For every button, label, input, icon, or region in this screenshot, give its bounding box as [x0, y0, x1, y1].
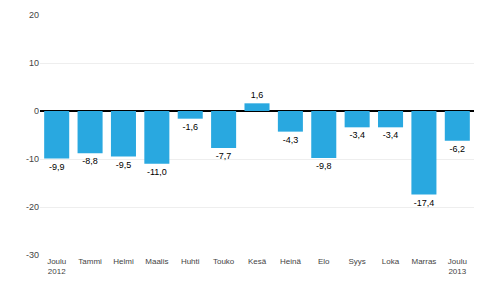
svg-text:-3,4: -3,4 — [349, 130, 365, 140]
svg-text:-17,4: -17,4 — [414, 198, 435, 208]
svg-text:Touko: Touko — [213, 257, 235, 266]
svg-text:Marras: Marras — [411, 257, 436, 266]
svg-text:Joulu2012: Joulu2012 — [47, 257, 66, 276]
svg-text:Helmi: Helmi — [113, 257, 134, 266]
svg-text:-20: -20 — [26, 202, 39, 212]
svg-text:-4,3: -4,3 — [283, 135, 299, 145]
svg-text:Tammi: Tammi — [78, 257, 102, 266]
svg-text:-8,8: -8,8 — [82, 156, 98, 166]
svg-text:Elo: Elo — [318, 257, 330, 266]
svg-text:Syys: Syys — [348, 257, 365, 266]
svg-text:-3,4: -3,4 — [383, 130, 399, 140]
svg-text:-1,6: -1,6 — [182, 122, 198, 132]
svg-text:Huhti: Huhti — [181, 257, 200, 266]
svg-text:Heinä: Heinä — [280, 257, 301, 266]
svg-text:1,6: 1,6 — [251, 90, 264, 100]
svg-text:-9,9: -9,9 — [49, 162, 65, 172]
svg-text:-10: -10 — [26, 154, 39, 164]
svg-text:-9,5: -9,5 — [116, 160, 132, 170]
svg-text:-30: -30 — [26, 250, 39, 260]
svg-text:Loka: Loka — [382, 257, 400, 266]
svg-text:-6,2: -6,2 — [450, 144, 466, 154]
svg-text:-9,8: -9,8 — [316, 161, 332, 171]
svg-text:Kesä: Kesä — [248, 257, 267, 266]
svg-text:-7,7: -7,7 — [216, 151, 232, 161]
svg-text:Maalis: Maalis — [145, 257, 168, 266]
svg-text:10: 10 — [29, 58, 39, 68]
svg-text:20: 20 — [29, 10, 39, 20]
svg-text:Joulu2013: Joulu2013 — [448, 257, 467, 276]
svg-text:-11,0: -11,0 — [147, 167, 167, 177]
svg-text:0: 0 — [34, 106, 39, 116]
